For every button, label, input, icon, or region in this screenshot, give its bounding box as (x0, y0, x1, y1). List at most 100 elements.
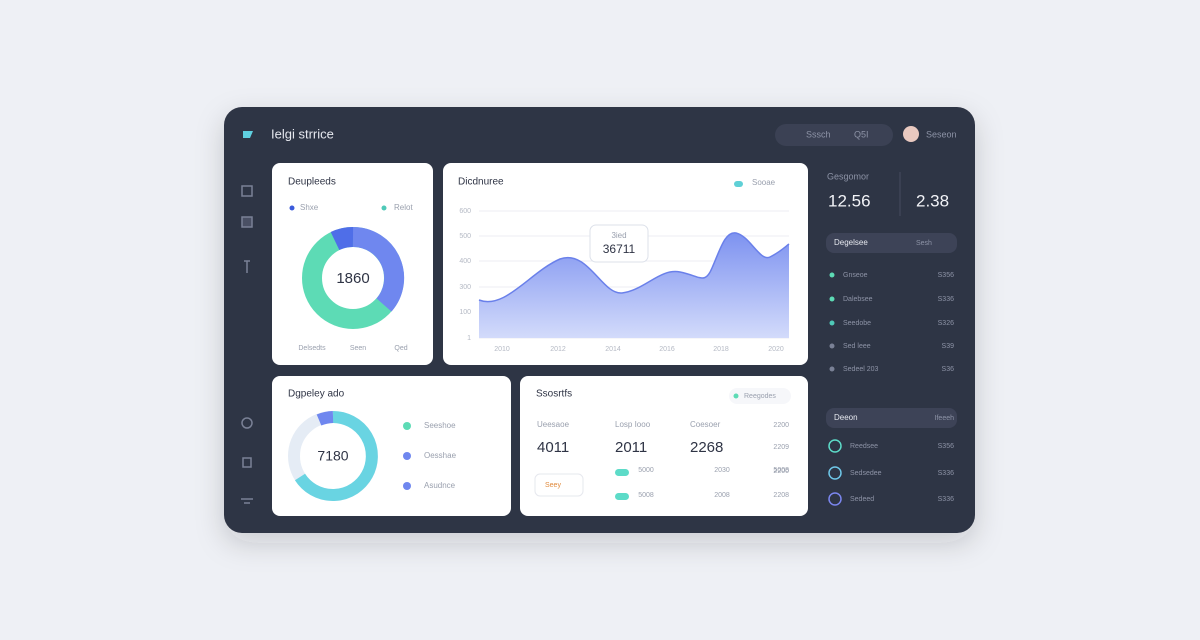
filter[interactable] (826, 408, 957, 428)
pill (615, 469, 629, 476)
account-name: Sedeed (850, 496, 874, 503)
list-name: Sedeel 203 (843, 366, 879, 373)
list-dot (829, 343, 835, 349)
list-dot (829, 366, 835, 372)
nav-icon[interactable] (244, 260, 250, 273)
y-axis-label: 400 (459, 258, 471, 265)
tooltip-label: 3ied (611, 231, 626, 240)
button-label: Seey (545, 482, 561, 489)
stat-value: 4011 (537, 439, 569, 456)
logo (243, 131, 253, 138)
stat-side: 2200 (773, 422, 789, 429)
list-value: S336 (938, 296, 954, 303)
legend-label: Shxe (300, 203, 319, 212)
nav-icon[interactable] (241, 498, 253, 504)
panel-stat: 12.56 (828, 191, 871, 210)
y-axis-label: 100 (459, 309, 471, 316)
pill (615, 493, 629, 500)
sidebar (241, 185, 253, 504)
nav-icon[interactable] (241, 216, 253, 228)
avatar[interactable] (903, 126, 919, 142)
stat-value: 2268 (690, 439, 723, 456)
list-name: Gnseoe (843, 272, 868, 279)
group-action: Ifeeeh (935, 415, 955, 422)
legend-dot (403, 452, 411, 460)
legend-dot (403, 482, 411, 490)
card-title: Deupleeds (288, 177, 336, 188)
button[interactable] (534, 473, 584, 497)
y-axis-label: 300 (459, 284, 471, 291)
tooltip-value: 36711 (603, 242, 636, 256)
card (272, 376, 511, 516)
card-title: Dgpeley ado (288, 389, 345, 400)
x-axis-label: 2016 (659, 346, 675, 353)
account-value: S336 (938, 470, 954, 477)
row-value: 5008 (773, 467, 789, 474)
list-name: Sed leee (843, 343, 871, 350)
panel-title: Gesgomor (827, 171, 869, 181)
user-name: Seseon (926, 129, 957, 139)
legend (731, 180, 783, 190)
account-name: Sedsedee (850, 470, 882, 477)
footer-label: Qed (394, 345, 407, 352)
app-title: Ielgi strrice (271, 126, 334, 141)
list-name: Dalebsee (843, 296, 873, 303)
row-value: 5008 (638, 492, 654, 499)
account-icon (828, 466, 842, 480)
stat-label: Coesoer (690, 420, 721, 429)
list-value: S36 (942, 366, 955, 373)
nav-icon[interactable] (241, 185, 253, 197)
tag-dot (733, 393, 739, 399)
donut (288, 411, 378, 501)
x-axis-label: 2020 (768, 346, 784, 353)
account-icon (828, 439, 842, 453)
account-value: S336 (938, 496, 954, 503)
card (520, 376, 808, 516)
filter[interactable] (826, 233, 957, 253)
card (272, 163, 433, 365)
stat-side: 2209 (773, 444, 789, 451)
donut-center: 1860 (336, 270, 369, 287)
group-label: Deeon (834, 413, 858, 422)
footer-label: Delsedts (298, 345, 326, 352)
x-axis-label: 2012 (550, 346, 566, 353)
row-value: 2008 (714, 492, 730, 499)
filter-label: Degelsee (834, 238, 868, 247)
footer-label: Seen (350, 345, 366, 352)
account-value: S356 (938, 443, 954, 450)
stat-side: 2200 (773, 468, 789, 475)
y-axis-label: 600 (459, 208, 471, 215)
search-box[interactable] (775, 124, 893, 146)
list-dot (829, 296, 835, 302)
nav-icon[interactable] (241, 417, 253, 429)
x-axis-label: 2018 (713, 346, 729, 353)
nav-icon[interactable] (242, 457, 252, 468)
legend-label: Seeshoe (424, 421, 456, 430)
filter-action: Sesh (916, 240, 932, 247)
tag[interactable] (729, 388, 791, 404)
legend-label: Oesshae (424, 451, 457, 460)
list-dot (829, 272, 835, 278)
stat-label: Ueesaoe (537, 420, 570, 429)
card-title: Ssosrtfs (536, 389, 572, 400)
legend-dot (381, 205, 387, 211)
tooltip (589, 224, 649, 263)
tag-label: Reegodes (744, 393, 776, 400)
stat-value: 2011 (615, 439, 647, 456)
legend-dot (403, 422, 411, 430)
y-axis-label: 1 (467, 335, 471, 342)
donut (302, 226, 405, 329)
list-value: S326 (938, 320, 954, 327)
row-value: 2030 (714, 467, 730, 474)
area-line (478, 232, 790, 303)
x-axis-label: 2014 (605, 346, 621, 353)
legend-label: Relot (394, 203, 413, 212)
list-name: Seedobe (843, 320, 871, 327)
legend-swatch (734, 181, 743, 187)
account-icon (828, 492, 842, 506)
donut-center: 7180 (317, 448, 348, 464)
y-axis-label: 500 (459, 233, 471, 240)
row-value: 5000 (638, 467, 654, 474)
